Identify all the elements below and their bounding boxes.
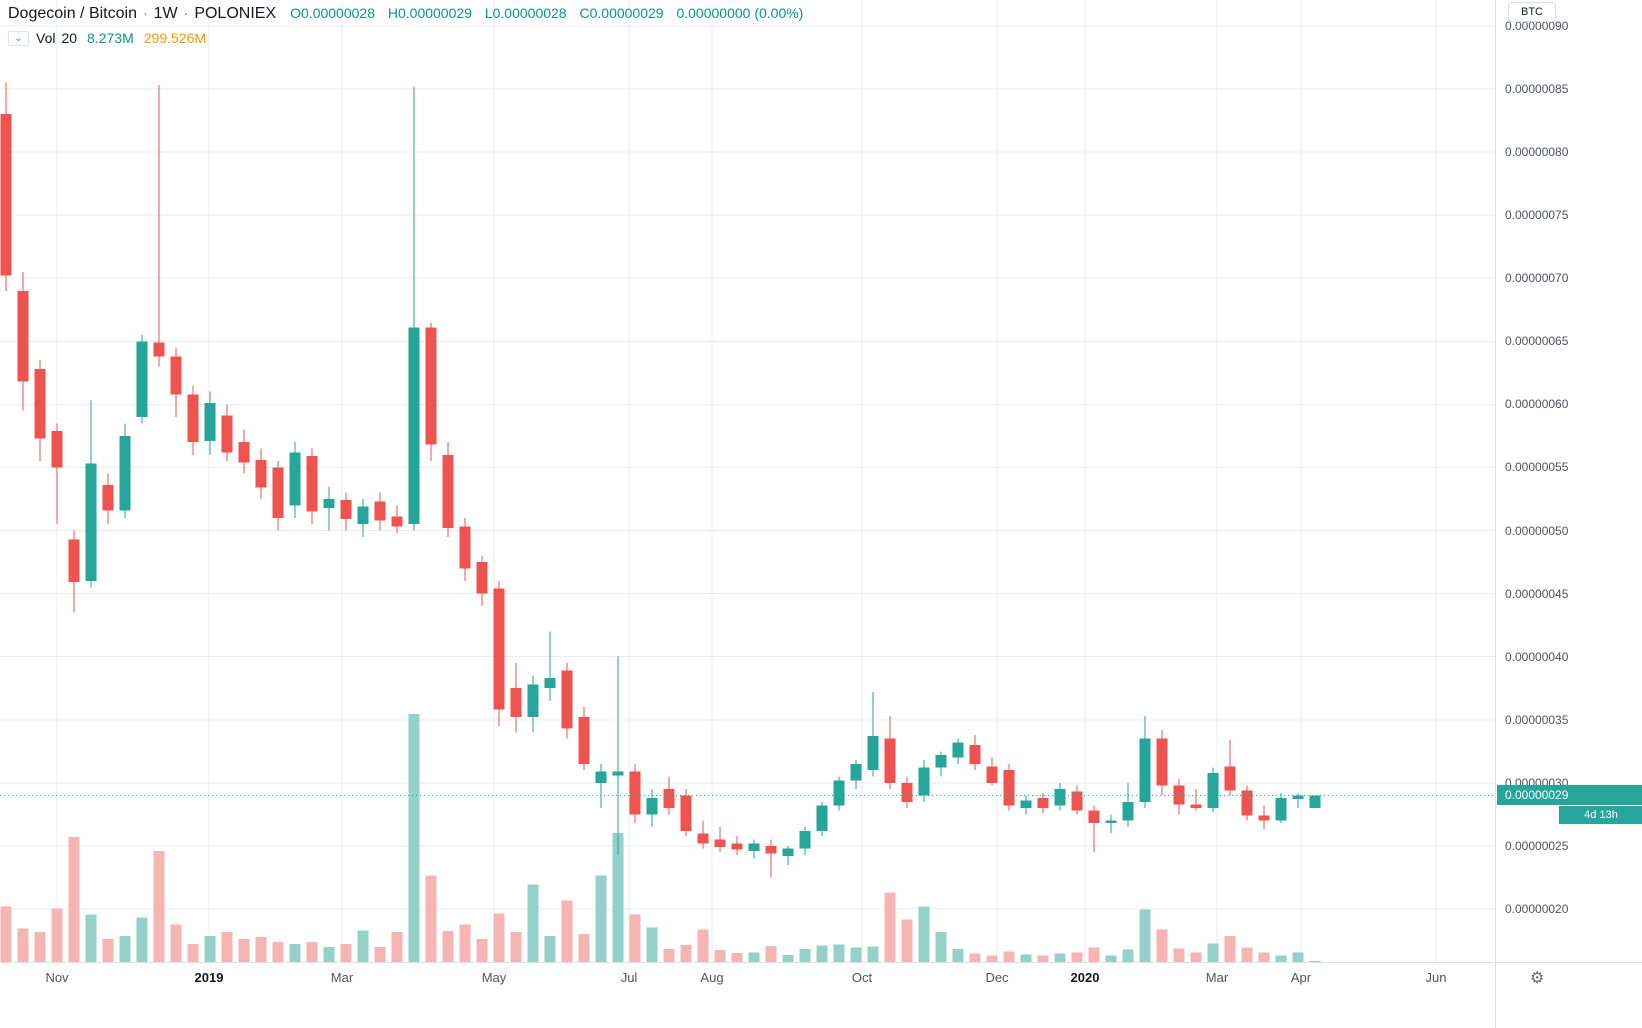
time-tick-label: 2019	[194, 970, 224, 985]
low-value: L0.00000028	[484, 5, 567, 21]
settings-gear-icon[interactable]: ⚙	[1524, 967, 1550, 989]
symbol-legend-row: Dogecoin / Bitcoin · 1W · POLONIEX O0.00…	[8, 5, 812, 23]
time-tick-label: Oct	[851, 970, 873, 985]
axis-corner: ⚙	[1495, 962, 1642, 1028]
time-tick-label: Jul	[620, 970, 638, 985]
price-axis[interactable]: BTC 0.00000029 4d 13h 0.00000090 0.000000…	[1495, 0, 1642, 962]
change-value: 0.00000000 (0.00%)	[676, 5, 804, 21]
price-tick-label: 0.00000090	[1505, 18, 1569, 33]
time-tick-label: Apr	[1290, 970, 1312, 985]
price-tick-label: 0.00000085	[1505, 81, 1569, 96]
time-tick-label: 2020	[1070, 970, 1100, 985]
volume-current-value: 8.273M	[87, 30, 134, 46]
candlestick-chart[interactable]	[0, 0, 1495, 962]
currency-tab[interactable]: BTC	[1508, 2, 1556, 22]
chart-legend: Dogecoin / Bitcoin · 1W · POLONIEX O0.00…	[8, 5, 812, 46]
exchange-label: POLONIEX	[194, 5, 277, 22]
time-tick-label: May	[481, 970, 507, 985]
price-tick-label: 0.00000035	[1505, 712, 1569, 727]
chevron-down-icon[interactable]: ⌄	[8, 30, 29, 46]
bar-countdown-badge: 4d 13h	[1559, 806, 1642, 825]
price-tick-label: 0.00000060	[1505, 397, 1569, 412]
volume-indicator-label[interactable]: Vol	[36, 30, 56, 46]
price-tick-label: 0.00000070	[1505, 271, 1569, 286]
price-tick-label: 0.00000045	[1505, 586, 1569, 601]
current-price-badge: 0.00000029	[1497, 785, 1642, 806]
price-tick-label: 0.00000050	[1505, 523, 1569, 538]
volume-indicator-row: ⌄ Vol 20 8.273M 299.526M	[8, 30, 812, 46]
time-tick-label: Aug	[700, 970, 724, 985]
time-tick-label: Mar	[1205, 970, 1229, 985]
ohlc-values: O0.00000028 H0.00000029 L0.00000028 C0.0…	[290, 5, 812, 21]
time-axis[interactable]: Nov 2019 Mar May Jul Aug Oct Dec 2020 Mar Apr Jun	[0, 962, 1495, 1028]
close-value: C0.00000029	[579, 5, 664, 21]
price-tick-label: 0.00000075	[1505, 208, 1569, 223]
time-tick-label: Mar	[330, 970, 354, 985]
title-separator: ·	[183, 5, 189, 21]
time-tick-label: Nov	[45, 970, 69, 985]
price-tick-label: 0.00000025	[1505, 838, 1569, 853]
high-value: H0.00000029	[387, 5, 472, 21]
price-tick-label: 0.00000020	[1505, 902, 1569, 916]
price-tick-label: 0.00000065	[1505, 334, 1569, 349]
price-tick-label: 0.00000080	[1505, 145, 1569, 160]
price-tick-label: 0.00000055	[1505, 460, 1569, 475]
volume-ma-value: 299.526M	[143, 30, 207, 46]
symbol-title[interactable]: Dogecoin / Bitcoin	[8, 5, 137, 22]
volume-indicator-period: 20	[61, 30, 78, 46]
open-value: O0.00000028	[290, 5, 375, 21]
title-separator: ·	[142, 5, 148, 21]
interval-label[interactable]: 1W	[153, 5, 178, 22]
price-tick-label: 0.00000040	[1505, 649, 1569, 664]
time-tick-label: Dec	[985, 970, 1009, 985]
time-tick-label: Jun	[1425, 970, 1447, 985]
